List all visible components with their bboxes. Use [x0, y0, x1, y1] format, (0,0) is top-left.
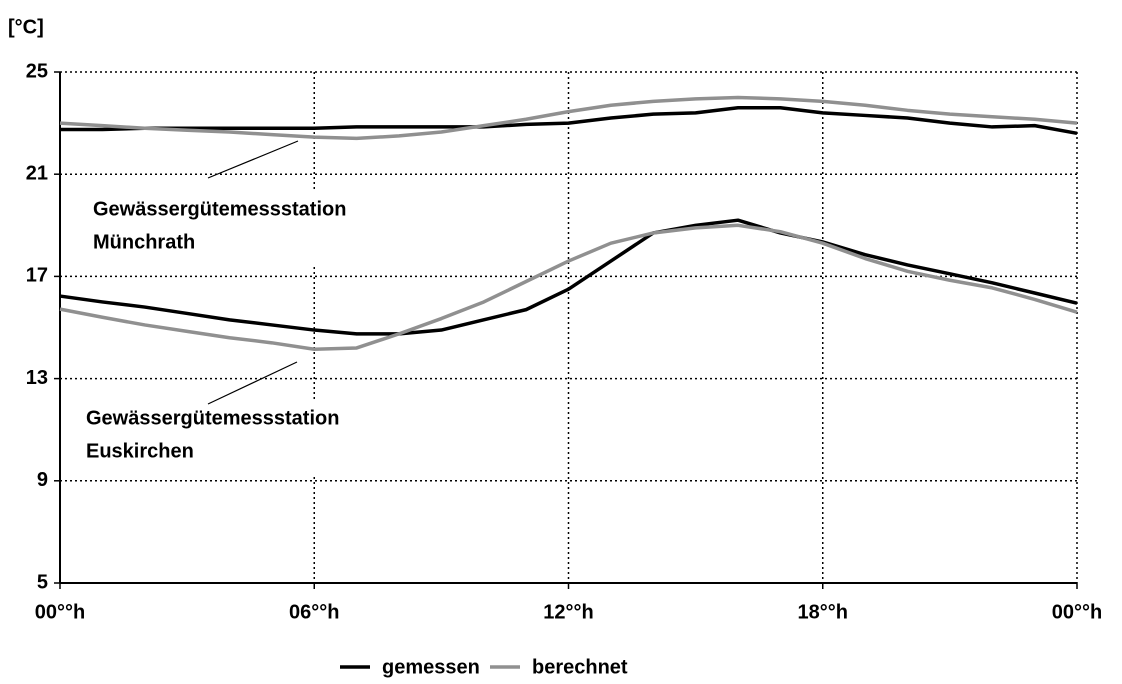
annotation: Münchrath [93, 231, 195, 253]
annotation-leader [207, 140, 299, 179]
y-axis-label: [°C] [8, 16, 44, 38]
annotation: Gewässergütemessstation [86, 407, 339, 429]
x-tick-label: 00°°h [35, 601, 85, 623]
legend-label: gemessen [382, 656, 480, 678]
annotation: Euskirchen [86, 440, 194, 462]
y-tick-label: 21 [26, 162, 48, 184]
legend-label: berechnet [532, 656, 628, 678]
series-line [59, 218, 1078, 336]
series-line [59, 223, 1078, 351]
y-tick-label: 9 [37, 469, 48, 491]
annotation-background [83, 190, 443, 266]
x-tick-label: 06°°h [289, 601, 339, 623]
x-tick-label: 12°°h [543, 601, 593, 623]
annotation-background [76, 399, 476, 475]
series-line [59, 95, 1078, 141]
x-tick-label: 00°°h [1052, 601, 1102, 623]
annotation: Gewässergütemessstation [93, 198, 346, 220]
y-tick-label: 17 [26, 265, 48, 287]
series-line [60, 106, 1078, 136]
x-tick-label: 18°°h [798, 601, 848, 623]
y-tick-label: 25 [26, 60, 48, 82]
y-tick-label: 5 [37, 571, 48, 593]
y-tick-label: 13 [26, 367, 48, 389]
annotation-leader [207, 361, 298, 405]
